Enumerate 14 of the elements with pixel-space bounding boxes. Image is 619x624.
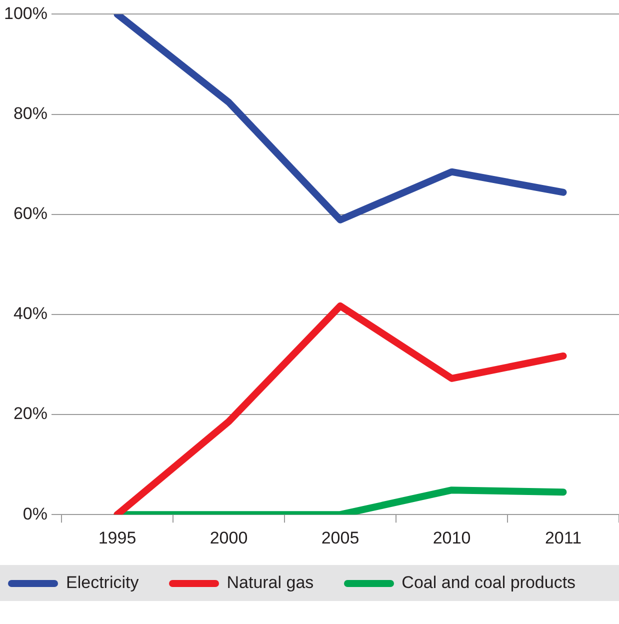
y-tick-label: 20% <box>13 404 48 424</box>
x-tick-label: 2000 <box>210 528 248 548</box>
legend-label: Natural gas <box>226 573 314 593</box>
x-tick-label: 1995 <box>98 528 136 548</box>
legend-label: Electricity <box>66 573 139 593</box>
y-tick-label: 80% <box>13 104 48 123</box>
x-tick-label: 2005 <box>321 528 360 548</box>
legend-label: Coal and coal products <box>402 573 576 593</box>
y-tick-label: 40% <box>13 304 48 324</box>
y-tick-label: 60% <box>13 204 48 224</box>
x-tick-label: 2011 <box>544 528 582 548</box>
y-tick-label: 100% <box>4 4 48 23</box>
x-tick-label: 2010 <box>432 528 471 548</box>
y-tick-label: 0% <box>22 504 48 524</box>
